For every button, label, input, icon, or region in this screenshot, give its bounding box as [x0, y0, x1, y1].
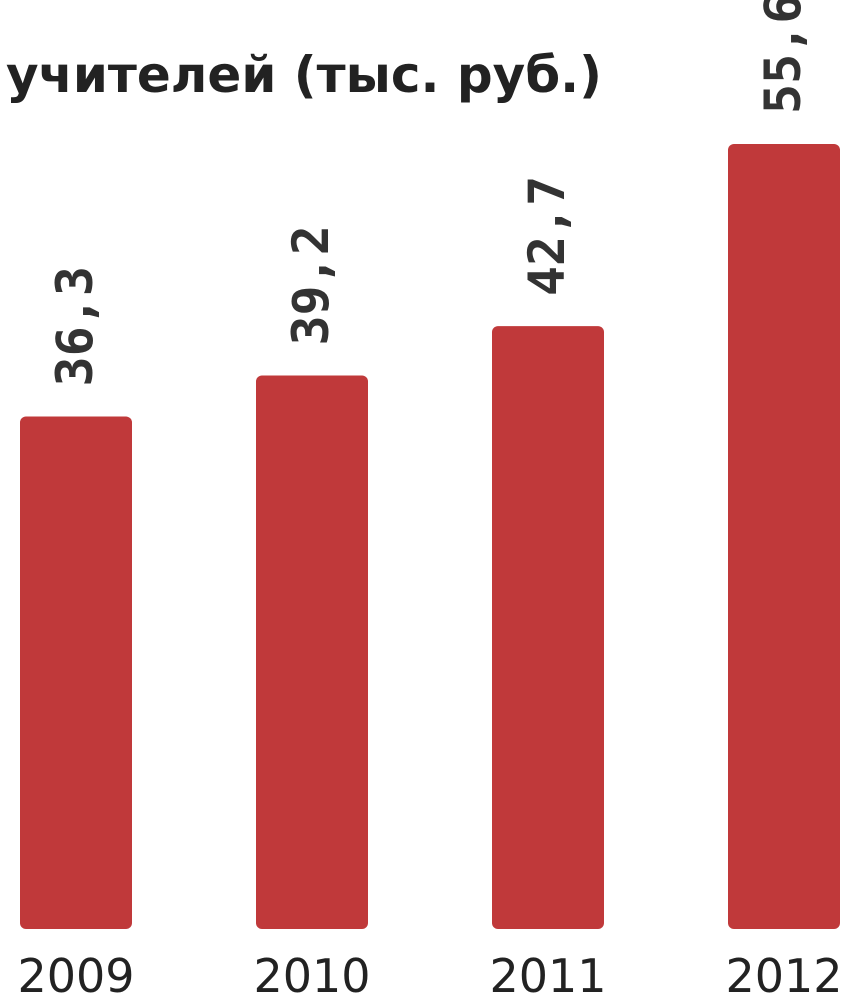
- x-tick-label-2011: 2011: [489, 949, 606, 999]
- x-tick-label-2012: 2012: [725, 949, 842, 999]
- bar-2011: [492, 326, 604, 929]
- bar-2010: [256, 375, 368, 929]
- bar-2009: [20, 416, 132, 930]
- value-label-2011: 42,7: [518, 176, 576, 296]
- value-label-2010: 39,2: [282, 225, 340, 345]
- chart-title: учителей (тыс. руб.): [6, 46, 602, 104]
- x-tick-labels-group: 2009 2010 2011 2012: [17, 949, 842, 999]
- bar-2012: [728, 144, 840, 929]
- x-tick-label-2010: 2010: [253, 949, 370, 999]
- bars-group: [20, 144, 840, 930]
- x-tick-label-2009: 2009: [17, 949, 134, 999]
- value-labels-group: 36,3 39,2 42,7 55,6: [46, 0, 812, 386]
- value-label-2009: 36,3: [46, 266, 104, 386]
- value-label-2012: 55,6: [754, 0, 812, 114]
